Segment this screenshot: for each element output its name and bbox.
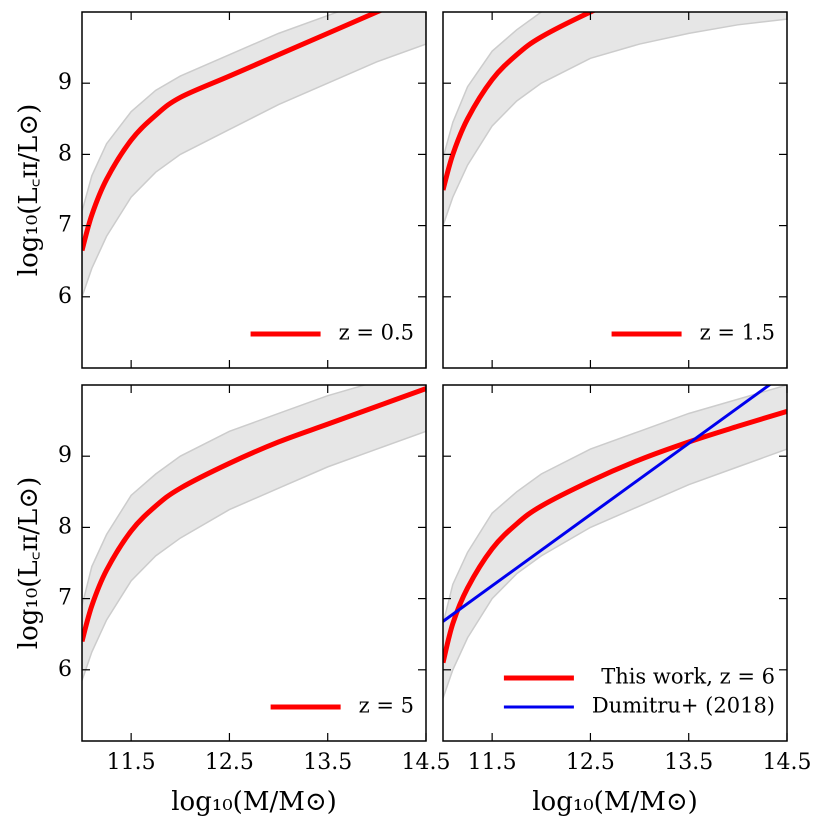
legend-label: z = 1.5 xyxy=(700,321,775,345)
y-axis-label: log₁₀(L꜀ɪɪ/L⊙) xyxy=(14,477,44,649)
legend-label: Dumitru+ (2018) xyxy=(592,694,775,718)
x-axis-label: log₁₀(M/M⊙) xyxy=(171,787,337,817)
band xyxy=(82,385,426,681)
x-axis-label: log₁₀(M/M⊙) xyxy=(532,787,698,817)
frame xyxy=(442,11,788,369)
y-tick-label: 9 xyxy=(58,443,72,468)
plot-area xyxy=(82,385,426,681)
x-tick-label: 14.5 xyxy=(763,750,812,775)
series-line xyxy=(443,408,787,664)
x-tick-label: 12.5 xyxy=(205,750,254,775)
y-tick-label: 6 xyxy=(58,284,72,309)
legend-label: This work, z = 6 xyxy=(601,665,775,689)
plot-area xyxy=(443,385,787,699)
y-axis-label: log₁₀(L꜀ɪɪ/L⊙) xyxy=(14,104,44,276)
band xyxy=(443,385,787,699)
y-tick-label: 8 xyxy=(58,141,72,166)
y-tick-label: 8 xyxy=(58,514,72,539)
y-tick-label: 9 xyxy=(58,70,72,95)
y-tick-label: 7 xyxy=(58,213,72,238)
x-tick-label: 11.5 xyxy=(468,750,517,775)
series-line xyxy=(443,385,772,623)
x-tick-label: 13.5 xyxy=(664,750,713,775)
series-line xyxy=(443,12,597,191)
legend-label: z = 5 xyxy=(359,694,414,718)
y-tick-label: 7 xyxy=(58,586,72,611)
frame xyxy=(81,384,427,742)
series-line xyxy=(82,386,426,642)
frame xyxy=(442,384,788,742)
plot-area xyxy=(443,12,787,226)
frame xyxy=(81,11,427,369)
x-tick-label: 12.5 xyxy=(566,750,615,775)
x-tick-label: 14.5 xyxy=(402,750,451,775)
x-tick-label: 11.5 xyxy=(107,750,156,775)
plot-area xyxy=(82,12,426,298)
band xyxy=(82,12,426,298)
y-tick-label: 6 xyxy=(58,657,72,682)
series-line xyxy=(82,12,384,252)
band xyxy=(443,12,787,226)
x-tick-label: 13.5 xyxy=(303,750,352,775)
legend-label: z = 0.5 xyxy=(339,321,414,345)
